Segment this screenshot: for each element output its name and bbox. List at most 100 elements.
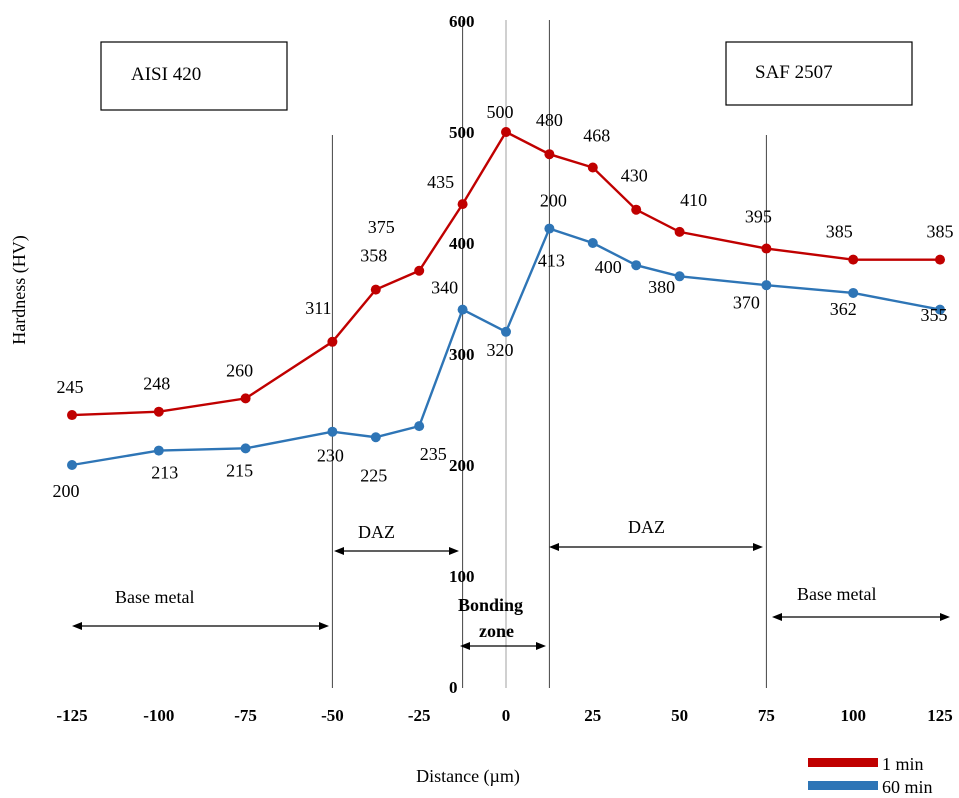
bonding-arrow-head-left — [460, 642, 470, 650]
label-60min-6: 340 — [431, 278, 458, 298]
label-1min-11: 410 — [680, 190, 707, 210]
daz-left-label: DAZ — [358, 522, 395, 542]
x-tick-label-3: -50 — [321, 706, 344, 725]
base-left-arrow-head-right — [319, 622, 329, 630]
label-1min-0: 245 — [57, 377, 84, 397]
daz-right-arrow-head-right — [753, 543, 763, 551]
label-60min-4: 225 — [360, 465, 387, 485]
legend: 1 min 60 min — [808, 754, 933, 797]
series-0-point-7 — [501, 127, 511, 137]
left-material-box — [100, 41, 288, 111]
daz-right-label: DAZ — [628, 517, 665, 537]
series-layer — [67, 127, 945, 470]
label-1min-3: 311 — [305, 298, 331, 318]
series-0-point-13 — [848, 254, 859, 265]
label-60min-7: 320 — [487, 340, 514, 360]
series-1-point-3 — [327, 426, 338, 437]
legend-label-0: 1 min — [882, 754, 924, 774]
y-tick-label-4: 400 — [449, 234, 475, 253]
series-1-point-9 — [587, 238, 598, 248]
label-1min-1: 248 — [143, 374, 170, 394]
label-1min-7: 500 — [487, 102, 514, 122]
label-60min-9: 413 — [538, 251, 565, 271]
series-1-point-14 — [935, 304, 945, 315]
x-tick-label-0: -125 — [56, 706, 87, 725]
label-60min-12: 370 — [733, 292, 760, 312]
y-tick-label-6: 600 — [449, 12, 475, 31]
series-0-point-3 — [327, 336, 338, 347]
series-1-point-4 — [370, 432, 381, 443]
y-tick-label-0: 0 — [449, 678, 458, 697]
daz-right-arrow — [549, 543, 763, 551]
series-0-point-9 — [587, 162, 598, 173]
series-0-point-4 — [370, 284, 381, 295]
series-0-point-8 — [544, 149, 555, 160]
series-1-point-13 — [848, 287, 859, 298]
label-1min-14: 385 — [927, 222, 954, 242]
base-right-arrow — [772, 613, 950, 621]
series-1-point-12 — [761, 280, 772, 291]
label-60min-14: 355 — [921, 305, 948, 325]
annotations: AISI 420 SAF 2507 DAZ DAZ Base metal Base met… — [72, 41, 950, 650]
series-0-point-5 — [414, 265, 425, 276]
label-60min-3: 230 — [317, 446, 344, 466]
base-left-arrow — [72, 622, 329, 630]
series-1-point-5 — [414, 421, 425, 432]
daz-left-arrow-head-right — [449, 547, 459, 555]
label-60min-1: 213 — [151, 463, 178, 483]
label-60min-2: 215 — [226, 460, 253, 480]
daz-left-arrow-head-left — [334, 547, 344, 555]
left-material-label: AISI 420 — [131, 64, 201, 85]
legend-label-1: 60 min — [882, 777, 933, 797]
x-axis-title: Distance (µm) — [416, 766, 520, 787]
base-right-arrow-head-left — [772, 613, 782, 621]
series-0-point-6 — [457, 199, 468, 210]
label-1min-10: 430 — [621, 166, 648, 186]
data-labels: 245 248 260 311 358 375 435 500 480 468 430 410 395 3… — [53, 102, 954, 501]
base-left-arrow-head-left — [72, 622, 82, 630]
x-tick-label-1: -100 — [143, 706, 174, 725]
legend-swatch-1 — [808, 781, 878, 790]
series-0-point-12 — [761, 243, 772, 254]
series-0-point-11 — [674, 226, 685, 237]
series-1-point-6 — [457, 304, 468, 315]
base-left-label: Base metal — [115, 587, 194, 607]
label-1min-6: 435 — [427, 172, 454, 192]
series-1-point-0 — [67, 460, 77, 470]
base-right-arrow-head-right — [940, 613, 950, 621]
series-0-point-10 — [631, 204, 642, 215]
y-axis-title: Hardness (HV) — [9, 235, 30, 344]
label-60min-0: 200 — [53, 481, 80, 501]
x-tick-label-6: 25 — [584, 706, 601, 725]
series-1-point-7 — [501, 326, 511, 337]
y-tick-label-2: 200 — [449, 456, 475, 475]
series-0-point-1 — [153, 406, 164, 417]
bonding-label-1: Bonding — [458, 595, 523, 615]
series-1-point-11 — [674, 271, 685, 282]
label-1min-9: 468 — [583, 126, 610, 146]
label-60min-8: 200 — [540, 191, 567, 211]
x-tick-label-10: 125 — [927, 706, 953, 725]
label-1min-13: 385 — [826, 222, 853, 242]
right-material-label: SAF 2507 — [755, 62, 833, 83]
y-tick-label-1: 100 — [449, 567, 475, 586]
bonding-arrow-head-right — [536, 642, 546, 650]
label-60min-11: 380 — [648, 277, 675, 297]
x-tick-label-4: -25 — [408, 706, 431, 725]
x-tick-label-8: 75 — [758, 706, 775, 725]
y-tick-label-3: 300 — [449, 345, 475, 364]
x-tick-label-2: -75 — [234, 706, 257, 725]
series-0-point-2 — [240, 393, 251, 404]
axes: -125 -100 -75 -50 -25 0 25 50 75 100 125 0 100 200 300… — [9, 12, 953, 787]
series-1-point-8 — [544, 223, 555, 234]
series-0-point-14 — [935, 254, 945, 265]
series-1-point-10 — [631, 260, 642, 271]
daz-left-arrow — [334, 547, 459, 555]
series-1-point-2 — [240, 443, 251, 454]
label-1min-4: 358 — [360, 246, 387, 266]
right-material-box — [725, 41, 913, 106]
legend-swatch-0 — [808, 758, 878, 767]
y-tick-label-5: 500 — [449, 123, 475, 142]
label-1min-2: 260 — [226, 360, 253, 380]
